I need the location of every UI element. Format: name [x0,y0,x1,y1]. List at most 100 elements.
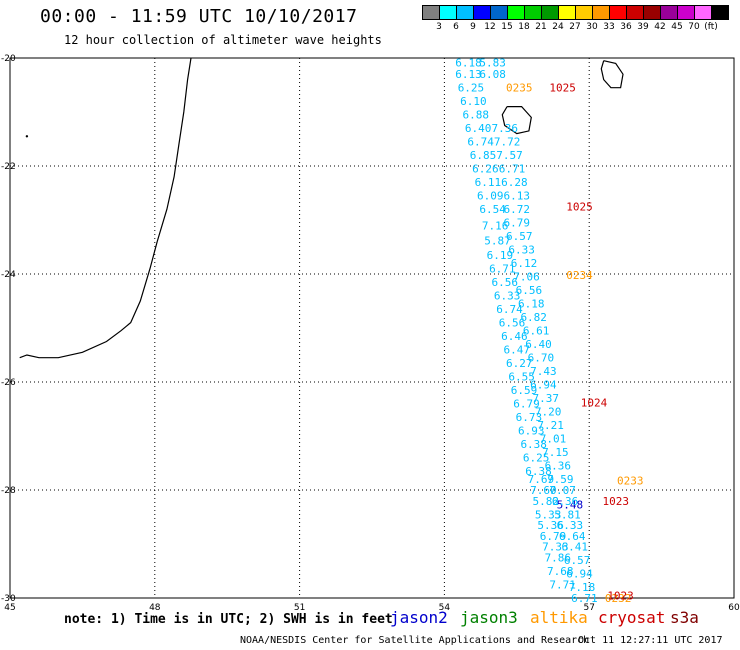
color-scale-label: 27 [569,22,581,32]
color-scale-label: 9 [470,22,476,32]
data-point-swh: 6.40 [525,338,552,351]
data-point-swh: 7.60 [530,484,557,497]
data-point-swh: 6.11 [475,176,502,189]
data-point-swh: 6.94 [566,568,593,581]
data-point-swh: 7.07 [549,484,576,497]
data-point-swh: 6.38 [520,438,547,451]
lon-tick-label: 48 [149,603,161,613]
data-point-swh: 6.25 [458,82,485,95]
page-subtitle: 12 hour collection of altimeter wave hei… [64,33,382,47]
data-point-swh: 5.81 [554,508,581,521]
color-scale-unit: (ft) [704,22,718,32]
data-point-swh: 6.33 [494,290,521,303]
data-point-swh: 7.43 [530,365,557,378]
data-point-swh: 6.12 [511,257,538,270]
data-point-swh: 6.19 [487,249,514,262]
footer-timestamp: Oct 11 12:27:11 UTC 2017 [578,635,723,646]
data-point-swh: 6.09 [477,190,504,203]
color-scale-label: 33 [603,22,615,32]
data-point-swh: 7.37 [533,392,560,405]
data-point-swh: 7.57 [496,149,523,162]
data-point-swh: 7.71 [549,579,576,592]
lat-tick-label: -24 [1,270,16,280]
data-point-swh: 7.68 [547,565,574,578]
data-point-swh: 6.71 [489,263,516,276]
data-point-cryosat: 1023 [602,495,629,508]
data-point-swh: 6.85 [470,149,497,162]
data-point-swh: 6.74 [496,303,523,316]
color-scale-label: 39 [637,22,649,32]
color-scale-label: 12 [484,22,496,32]
color-scale-label: 24 [552,22,564,32]
data-point-swh: 6.57 [506,230,533,243]
data-point-altika: 0232 [605,592,632,605]
coastline-mauritius [600,60,624,89]
data-point-swh: 6.88 [463,109,490,122]
data-point-swh: 5.82 [533,495,560,508]
data-point-swh: 7.21 [537,419,564,432]
data-point-swh: 6.18 [455,56,482,69]
data-point-cryosat: 1025 [549,82,576,95]
data-point-swh: 6.72 [504,203,531,216]
data-point-swh: 6.13 [455,68,482,81]
lon-tick-label: 60 [728,603,740,613]
data-point-swh: 7.72 [494,136,521,149]
lat-tick-label: -26 [1,378,16,388]
lat-tick-label: -22 [1,162,16,172]
data-point-swh: 6.74 [467,136,494,149]
color-scale-swatch [711,5,729,20]
data-point-swh: 7.01 [540,433,567,446]
data-point-altika: 0235 [506,82,533,95]
color-scale-label: 30 [586,22,598,32]
data-point-swh: 6.27 [506,357,533,370]
data-point-swh: 6.93 [518,425,545,438]
data-point-swh: 7.16 [482,219,509,232]
color-scale-label: 42 [654,22,666,32]
data-point-swh: 6.59 [511,384,538,397]
data-point-swh: 6.33 [508,244,535,257]
data-point-swh: 6.82 [520,311,547,324]
lat-tick-label: -20 [1,54,16,64]
data-point-swh: 5.36 [537,519,564,532]
data-point-swh: 6.79 [504,217,531,230]
data-point-swh: 6.79 [513,398,540,411]
data-point-swh: 6.71 [571,592,598,605]
legend-jason2: jason2 [390,608,448,627]
data-point-swh: 6.79 [540,530,567,543]
data-point-swh: 6.18 [518,298,545,311]
footer-credit: NOAA/NESDIS Center for Satellite Applica… [240,635,590,646]
data-point-swh: 5.83 [479,56,506,69]
coastline-reunion [501,105,532,135]
legend-s3a: s3a [670,608,699,627]
data-point-swh: 6.54 [479,203,506,216]
color-scale-label: 3 [436,22,442,32]
data-point-swh: 5.33 [535,508,562,521]
data-point-swh: 6.55 [508,371,535,384]
data-point-swh: 6.08 [479,68,506,81]
data-point-swh: 6.71 [499,163,526,176]
data-point-swh: 6.25 [523,452,550,465]
data-point-swh: 5.87 [484,235,511,248]
data-point-swh: 6.56 [499,317,526,330]
color-scale-label: 36 [620,22,632,32]
data-point-swh: 6.26 [472,163,499,176]
data-point-swh: 6.33 [557,519,584,532]
data-point-swh: 6.56 [491,276,518,289]
data-point-swh: 6.61 [523,325,550,338]
lon-tick-label: 51 [294,603,305,613]
data-point-swh: 6.28 [501,176,528,189]
data-point-swh: 6.47 [504,344,531,357]
data-point-swh: 6.40 [465,122,492,135]
data-point-swh: 6.46 [501,330,528,343]
data-point-cryosat: 1024 [581,397,608,410]
data-point-swh: 6.56 [516,284,543,297]
map-frame [9,57,735,599]
color-scale-label: 6 [453,22,459,32]
data-point-swh: 6.13 [504,190,531,203]
color-scale-label: 45 [671,22,683,32]
color-scale-label: 21 [535,22,547,32]
data-point-swh: 7.69 [528,473,555,486]
data-point-swh: 7.33 [542,541,569,554]
data-point-swh: 7.20 [535,406,562,419]
